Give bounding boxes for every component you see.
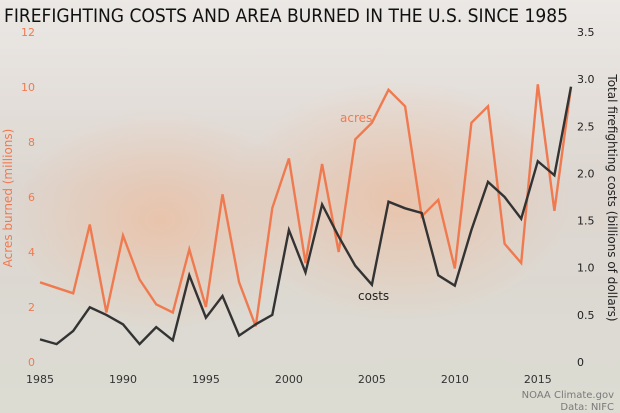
x-tick-label: 1995 (192, 373, 220, 386)
fire-glow-right (230, 80, 570, 320)
right-tick-label: 0 (577, 356, 584, 369)
x-tick-label: 1985 (26, 373, 54, 386)
right-tick-label: 3.0 (577, 73, 595, 86)
right-tick-label: 0.5 (577, 309, 595, 322)
left-axis: 0 2 4 6 8 10 12 (21, 26, 35, 369)
left-tick-label: 4 (28, 246, 35, 259)
right-axis-title: Total firefighting costs (billions of do… (605, 73, 619, 321)
right-axis: 0 0.5 1.0 1.5 2.0 2.5 3.0 3.5 (577, 26, 595, 369)
x-tick-label: 1990 (109, 373, 137, 386)
x-axis: 1985 1990 1995 2000 2005 2010 2015 (26, 373, 552, 386)
series-line-acres (39, 84, 573, 327)
x-tick-label: 2000 (275, 373, 303, 386)
credit-source: NOAA Climate.gov (522, 390, 614, 401)
series-label-acres: acres (340, 111, 372, 125)
left-tick-label: 0 (28, 356, 35, 369)
right-tick-label: 2.0 (577, 167, 595, 180)
right-tick-label: 1.0 (577, 262, 595, 275)
fire-glow-left (10, 110, 310, 330)
x-tick-label: 2010 (441, 373, 469, 386)
right-tick-label: 1.5 (577, 215, 595, 228)
series-label-costs: costs (358, 289, 389, 303)
left-tick-label: 12 (21, 26, 35, 39)
series-line-costs (39, 86, 573, 346)
series-lines (39, 84, 573, 346)
left-axis-title: Acres burned (millions) (1, 129, 15, 268)
right-tick-label: 2.5 (577, 120, 595, 133)
left-tick-label: 6 (28, 191, 35, 204)
left-tick-label: 2 (28, 301, 35, 314)
chart-title: FIREFIGHTING COSTS AND AREA BURNED IN TH… (4, 5, 568, 27)
x-tick-label: 2015 (524, 373, 552, 386)
x-tick-label: 2005 (358, 373, 386, 386)
left-tick-label: 8 (28, 136, 35, 149)
credit-data: Data: NIFC (560, 402, 614, 413)
left-tick-label: 10 (21, 81, 35, 94)
right-tick-label: 3.5 (577, 26, 595, 39)
